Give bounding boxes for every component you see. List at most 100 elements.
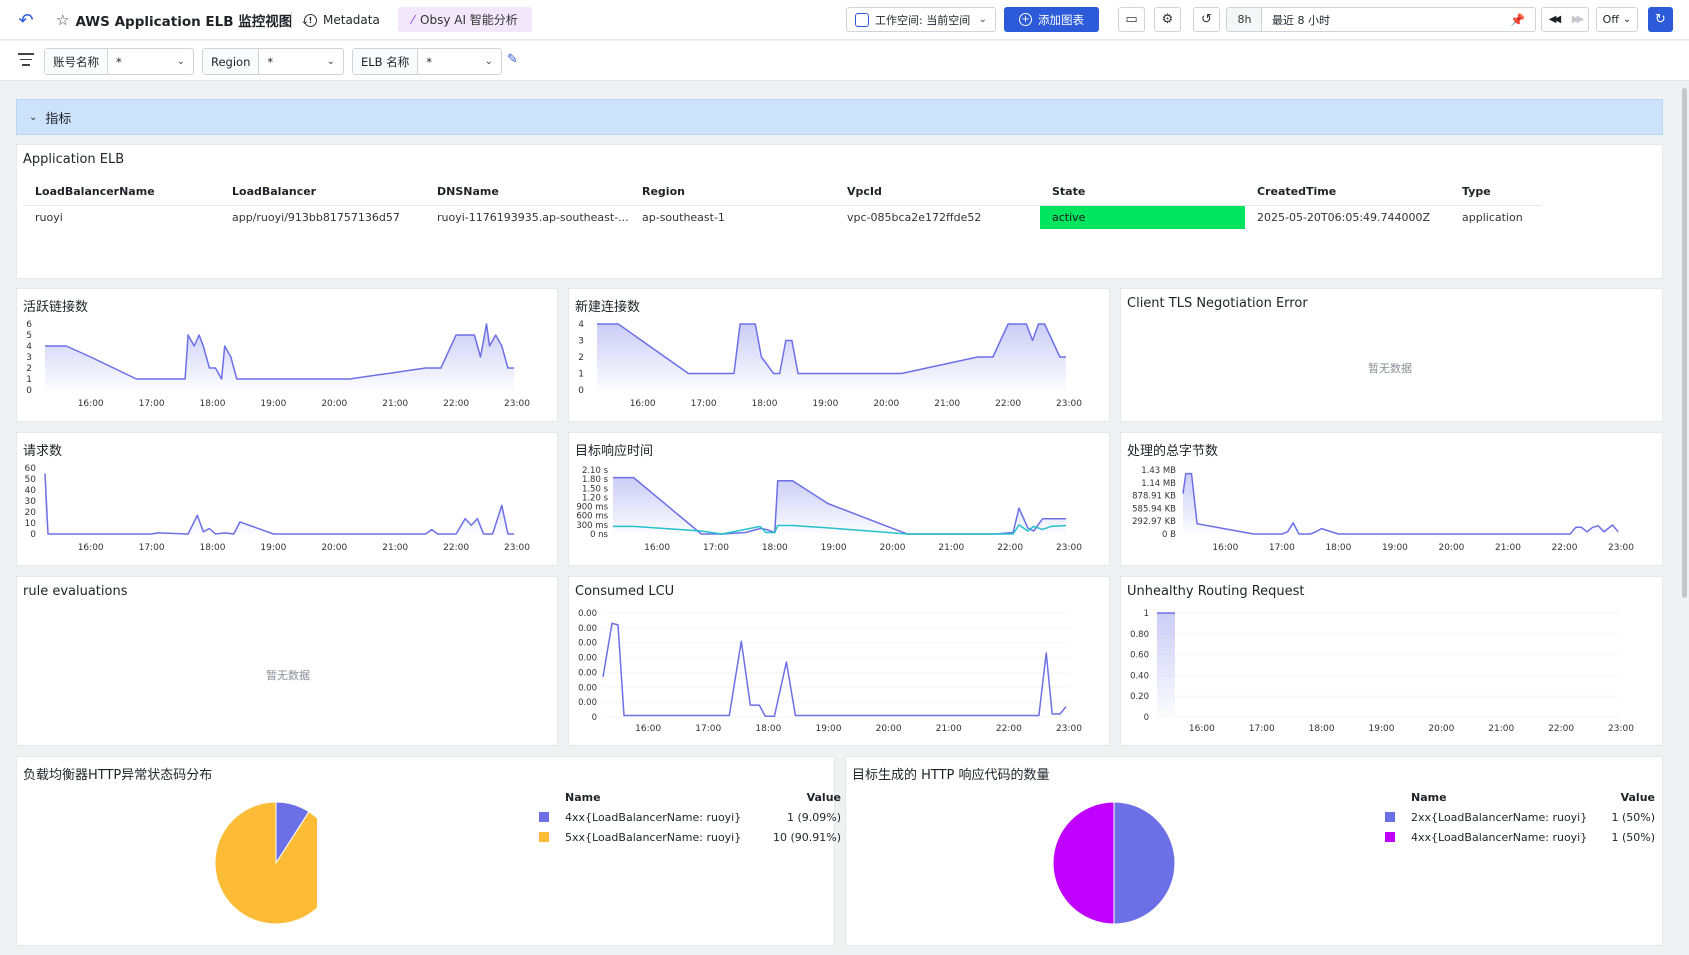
column-header[interactable]: Type bbox=[1450, 179, 1541, 206]
scrollbar[interactable] bbox=[1680, 82, 1689, 955]
time-range-picker[interactable]: 最近 8 小时 📌 bbox=[1261, 7, 1536, 32]
series-area bbox=[613, 477, 1067, 534]
time-shortcut[interactable]: 8h bbox=[1226, 7, 1262, 32]
filter-elb-name[interactable]: ELB 名称 * ⌄ bbox=[352, 48, 502, 75]
y-tick-label: 0.60 bbox=[1130, 651, 1149, 661]
pie-slice bbox=[1113, 801, 1176, 925]
legend-item-name: 4xx{LoadBalancerName: ruoyi} bbox=[1411, 830, 1588, 844]
panel-title: Unhealthy Routing Request bbox=[1127, 584, 1305, 599]
fast-forward-icon[interactable]: ▶▶ bbox=[1571, 14, 1584, 25]
time-range-label: 最近 8 小时 bbox=[1272, 13, 1330, 27]
chevron-down-icon: ⌄ bbox=[978, 14, 987, 25]
table-cell: ap-southeast-1 bbox=[642, 210, 725, 224]
y-tick-label: 20 bbox=[25, 508, 37, 518]
refresh-button[interactable]: ↻ bbox=[1648, 7, 1673, 32]
panel-title: Consumed LCU bbox=[575, 584, 675, 599]
x-tick-label: 16:00 bbox=[630, 399, 656, 409]
x-tick-label: 22:00 bbox=[443, 543, 469, 553]
monitor-icon: ▭ bbox=[1125, 12, 1138, 27]
chevron-down-icon: ⌄ bbox=[484, 56, 493, 67]
x-tick-label: 17:00 bbox=[139, 399, 165, 409]
history-button[interactable]: ↺ bbox=[1193, 7, 1220, 32]
legend-item[interactable]: 4xx{LoadBalancerName: ruoyi} 1 (9.09%) bbox=[539, 807, 841, 827]
metadata-button[interactable]: ! Metadata bbox=[304, 9, 380, 31]
column-header[interactable]: State bbox=[1040, 179, 1245, 206]
filter-value[interactable]: * ⌄ bbox=[108, 49, 193, 74]
section-metrics[interactable]: ⌄ 指标 bbox=[16, 99, 1663, 135]
y-tick-label: 60 bbox=[25, 464, 37, 474]
y-tick-label: 0 bbox=[30, 530, 36, 540]
add-chart-label: 添加图表 bbox=[1038, 12, 1084, 27]
panel-target-http-codes: 目标生成的 HTTP 响应代码的数量 Name Value 2xx{LoadBa… bbox=[845, 756, 1663, 946]
refresh-icon: ↻ bbox=[1655, 12, 1666, 27]
y-tick-label: 5 bbox=[26, 331, 32, 341]
settings-button[interactable]: ⚙ bbox=[1154, 7, 1181, 32]
column-header[interactable]: Region bbox=[630, 179, 835, 206]
filter-label: ELB 名称 bbox=[353, 49, 419, 74]
dashboard-title[interactable]: ☆ AWS Application ELB 监控视图 ⌄ bbox=[56, 9, 309, 31]
legend-swatch-placeholder bbox=[1385, 792, 1395, 802]
series-area bbox=[45, 473, 514, 534]
column-header[interactable]: LoadBalancer bbox=[220, 179, 425, 206]
add-chart-button[interactable]: + 添加图表 bbox=[1004, 7, 1099, 32]
column-header[interactable]: DNSName bbox=[425, 179, 630, 206]
x-tick-label: 19:00 bbox=[816, 724, 842, 734]
legend-item[interactable]: 2xx{LoadBalancerName: ruoyi} 1 (50%) bbox=[1385, 807, 1655, 827]
star-icon[interactable]: ☆ bbox=[56, 11, 70, 29]
x-tick-label: 16:00 bbox=[1189, 724, 1215, 734]
panel-elb-table: Application ELB LoadBalancerName LoadBala… bbox=[16, 144, 1663, 279]
info-icon: ! bbox=[304, 13, 317, 27]
filter-region[interactable]: Region * ⌄ bbox=[202, 48, 344, 75]
filter-value-text: * bbox=[116, 54, 122, 69]
y-tick-label: 1 bbox=[578, 370, 584, 380]
chart-unhealthy-routing: 0 0.20 0.40 0.60 0.80 1 16:00 17:00 18:00 19:00 20… bbox=[1130, 609, 1634, 734]
y-tick-label: 878.91 KB bbox=[1132, 492, 1176, 502]
x-tick-label: 20:00 bbox=[873, 399, 899, 409]
y-tick-label: 0.00 bbox=[578, 698, 597, 708]
filter-icon[interactable] bbox=[18, 53, 34, 67]
y-tick-label: 0 bbox=[592, 713, 597, 723]
gear-icon: ⚙ bbox=[1161, 12, 1174, 27]
top-bar: ↶ ☆ AWS Application ELB 监控视图 ⌄ ! Metadat… bbox=[0, 0, 1689, 40]
workspace-icon bbox=[855, 12, 869, 27]
rewind-icon[interactable]: ◀◀ bbox=[1548, 14, 1561, 25]
y-tick-label: 1.80 s bbox=[582, 475, 609, 485]
edit-icon[interactable]: ✎ bbox=[507, 52, 518, 67]
filter-account[interactable]: 账号名称 * ⌄ bbox=[44, 48, 194, 75]
workspace-select[interactable]: 工作空间: 当前空间 ⌄ bbox=[846, 7, 996, 32]
legend-item[interactable]: 5xx{LoadBalancerName: ruoyi} 10 (90.91%) bbox=[539, 827, 841, 847]
filter-value[interactable]: * ⌄ bbox=[418, 49, 501, 74]
table-row[interactable]: ruoyi app/ruoyi/913bb81757136d57 ruoyi-117… bbox=[23, 205, 1541, 229]
legend-item[interactable]: 4xx{LoadBalancerName: ruoyi} 1 (50%) bbox=[1385, 827, 1655, 847]
workspace-label: 工作空间: 当前空间 bbox=[875, 13, 971, 27]
back-icon[interactable]: ↶ bbox=[18, 9, 34, 31]
x-tick-label: 22:00 bbox=[443, 399, 469, 409]
panel-target-response-time: 目标响应时间 0 ns 300 ms 600 ms 900 ms 1.20 s 1.50 … bbox=[568, 432, 1110, 566]
filter-value[interactable]: * ⌄ bbox=[259, 49, 343, 74]
series-area bbox=[45, 324, 514, 390]
pin-icon[interactable]: 📌 bbox=[1510, 12, 1525, 27]
panel-title: 处理的总字节数 bbox=[1127, 444, 1219, 459]
x-tick-label: 22:00 bbox=[996, 724, 1022, 734]
time-shortcut-label: 8h bbox=[1237, 13, 1252, 26]
x-tick-label: 23:00 bbox=[504, 543, 530, 553]
x-tick-label: 18:00 bbox=[755, 724, 781, 734]
legend-swatch bbox=[1385, 832, 1395, 842]
ai-analysis-button[interactable]: ⁄ Obsy AI 智能分析 bbox=[398, 7, 532, 32]
column-header[interactable]: LoadBalancerName bbox=[23, 179, 220, 206]
panel-rule-evaluations: rule evaluations 暂无数据 bbox=[16, 576, 558, 746]
x-tick-label: 16:00 bbox=[1212, 543, 1238, 553]
x-tick-label: 17:00 bbox=[139, 543, 165, 553]
auto-refresh-select[interactable]: Off ⌄ bbox=[1596, 7, 1638, 32]
scrollbar-thumb[interactable] bbox=[1682, 88, 1687, 598]
x-tick-label: 19:00 bbox=[1382, 543, 1408, 553]
series-line bbox=[613, 524, 1067, 535]
x-tick-label: 21:00 bbox=[1488, 724, 1514, 734]
legend-item-name: 2xx{LoadBalancerName: ruoyi} bbox=[1411, 810, 1588, 824]
column-header[interactable]: CreatedTime bbox=[1245, 179, 1450, 206]
present-screen-button[interactable]: ▭ bbox=[1118, 7, 1145, 32]
column-header[interactable]: VpcId bbox=[835, 179, 1040, 206]
chevron-down-icon: ⌄ bbox=[29, 111, 38, 123]
chart-total-bytes: 0 B 292.97 KB 585.94 KB 878.91 KB 1.14 MB 1.4… bbox=[1132, 466, 1634, 553]
